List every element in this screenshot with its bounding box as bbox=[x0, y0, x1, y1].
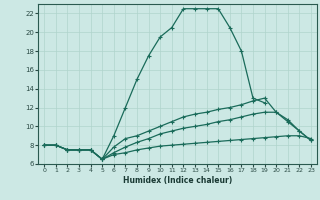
X-axis label: Humidex (Indice chaleur): Humidex (Indice chaleur) bbox=[123, 176, 232, 185]
